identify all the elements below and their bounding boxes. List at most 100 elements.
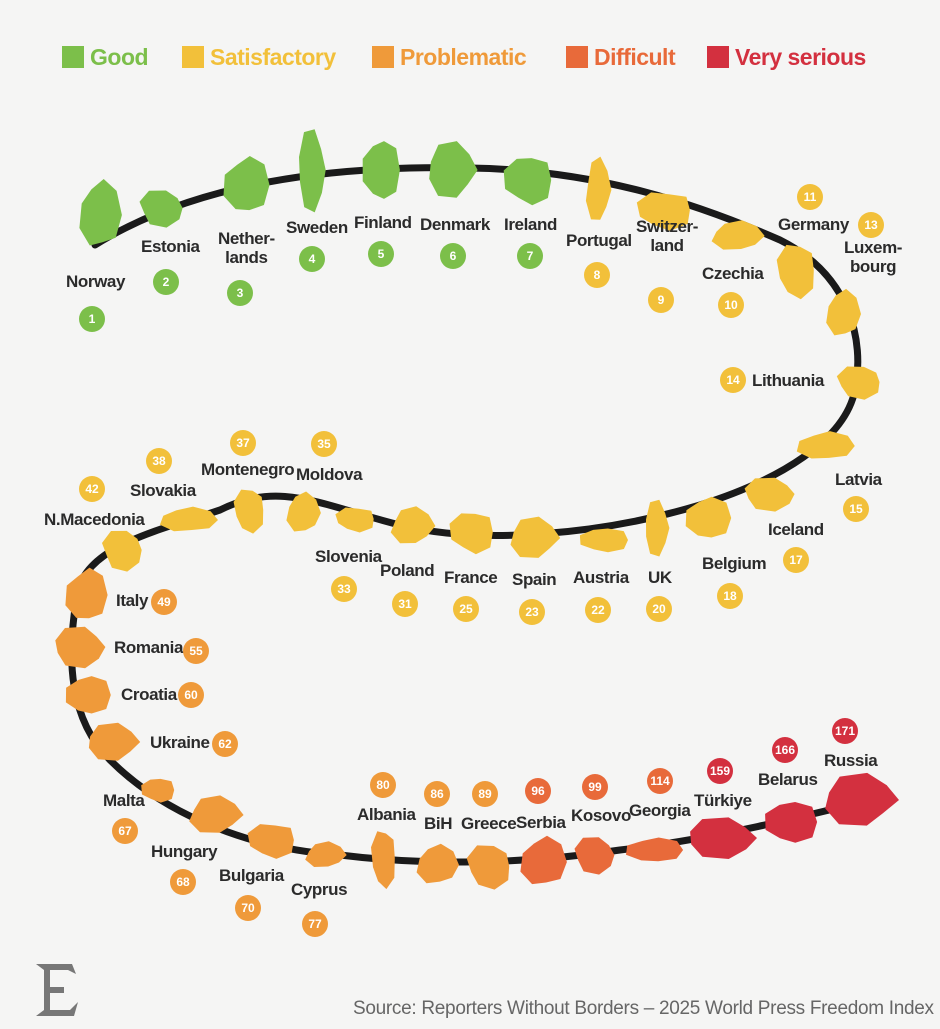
country-name-hungary: Hungary (151, 842, 218, 861)
rank-badge-serbia: 96 (525, 778, 551, 804)
legend-swatch (62, 46, 84, 68)
country-shape-france (449, 513, 493, 555)
country-shape-norway (79, 179, 122, 246)
country-shape-ireland (503, 158, 552, 206)
rank-badge-luxem-bourg: 13 (858, 212, 884, 238)
rank-badge-nether-lands: 3 (227, 280, 253, 306)
country-shape-spain (510, 516, 561, 558)
rank-badge-portugal: 8 (584, 262, 610, 288)
rank-badge-malta: 67 (112, 818, 138, 844)
country-name-ukraine: Ukraine (150, 733, 210, 752)
country-name-czechia: Czechia (702, 264, 764, 283)
country-name-moldova: Moldova (296, 465, 363, 484)
country-name-malta: Malta (103, 791, 145, 810)
country-name-bulgaria: Bulgaria (219, 866, 284, 885)
country-shape-romania (55, 626, 106, 669)
country-name-finland: Finland (354, 213, 412, 232)
country-name-kosovo: Kosovo (571, 806, 631, 825)
legend-swatch (566, 46, 588, 68)
rank-badge-moldova: 35 (311, 431, 337, 457)
country-name-russia: Russia (824, 751, 878, 770)
country-shape-latvia (796, 431, 855, 459)
legend-label: Very serious (735, 43, 866, 70)
rank-badge-t-rkiye: 159 (707, 758, 733, 784)
rank-badge-romania: 55 (183, 638, 209, 664)
rank-badge-slovakia: 38 (146, 448, 172, 474)
legend-item-satisfactory: Satisfactory (182, 42, 336, 72)
country-shape-hungary (189, 795, 244, 833)
country-shape-portugal (585, 156, 612, 220)
rank-badge-kosovo: 99 (582, 774, 608, 800)
country-shape-finland (362, 141, 400, 199)
country-name-denmark: Denmark (420, 215, 490, 234)
legend-swatch (707, 46, 729, 68)
legend-label: Satisfactory (210, 43, 336, 70)
rank-badge-czechia: 10 (718, 292, 744, 318)
rank-badge-cyprus: 77 (302, 911, 328, 937)
country-name-t-rkiye: Türkiye (694, 791, 752, 810)
country-name-montenegro: Montenegro (201, 460, 295, 479)
legend-item-problematic: Problematic (372, 42, 527, 72)
rank-badge-georgia: 114 (647, 768, 673, 794)
country-shape-albania (371, 831, 395, 890)
rank-badge-poland: 31 (392, 591, 418, 617)
rank-badge-italy: 49 (151, 589, 177, 615)
rank-badge-latvia: 15 (843, 496, 869, 522)
country-shape-malta (141, 778, 175, 803)
country-name-sweden: Sweden (286, 218, 348, 237)
legend-label: Good (90, 43, 149, 70)
country-shape-georgia (626, 837, 684, 862)
rank-badge-greece: 89 (472, 781, 498, 807)
country-shape-belgium (685, 496, 732, 538)
legend-label: Problematic (400, 43, 527, 70)
country-name-belgium: Belgium (702, 554, 767, 573)
rank-badge-belgium: 18 (717, 583, 743, 609)
rank-badge-albania: 80 (370, 772, 396, 798)
country-shape-montenegro (233, 489, 264, 534)
rank-badge-switzer-land: 9 (648, 287, 674, 313)
country-name-portugal: Portugal (566, 231, 632, 250)
country-shape-poland (390, 506, 436, 544)
country-shape-belarus (765, 802, 818, 843)
country-name-latvia: Latvia (835, 470, 882, 489)
country-shape-luxem-bourg (826, 288, 861, 336)
country-name-nether-lands: Nether- lands (218, 229, 275, 267)
country-shape-nether-lands (223, 156, 270, 211)
country-shape-sweden (299, 129, 326, 213)
country-name-belarus: Belarus (758, 770, 818, 789)
country-name-bih: BiH (424, 814, 453, 833)
country-shape-kosovo (574, 837, 615, 875)
rank-badge-lithuania: 14 (720, 367, 746, 393)
country-name-cyprus: Cyprus (291, 880, 348, 899)
rank-badge-sweden: 4 (299, 246, 325, 272)
country-name-germany: Germany (778, 215, 849, 234)
country-shape-switzer-land (636, 192, 690, 231)
country-shape-uk (646, 499, 670, 557)
rank-badge-austria: 22 (585, 597, 611, 623)
country-shape-germany (776, 244, 814, 300)
rank-badge-denmark: 6 (440, 243, 466, 269)
rank-badge-finland: 5 (368, 241, 394, 267)
legend-item-difficult: Difficult (566, 42, 676, 72)
legend-swatch (372, 46, 394, 68)
country-shape-n-macedonia (102, 530, 142, 572)
country-name-romania: Romania (114, 638, 183, 657)
country-name-italy: Italy (116, 591, 149, 610)
country-name-spain: Spain (512, 570, 557, 589)
country-shape-bulgaria (247, 824, 294, 859)
country-shape-lithuania (836, 366, 880, 400)
rank-badge-bih: 86 (424, 781, 450, 807)
logo-e-mark (36, 964, 78, 1016)
country-name-georgia: Georgia (629, 801, 691, 820)
country-shape-bih (416, 843, 459, 884)
country-name-slovakia: Slovakia (130, 481, 196, 500)
country-shape-italy (65, 567, 108, 619)
rank-badge-belarus: 166 (772, 737, 798, 763)
legend-swatch (182, 46, 204, 68)
country-name-n-macedonia: N.Macedonia (44, 510, 145, 529)
rank-badge-uk: 20 (646, 596, 672, 622)
country-name-serbia: Serbia (516, 813, 566, 832)
country-name-lithuania: Lithuania (752, 371, 824, 390)
